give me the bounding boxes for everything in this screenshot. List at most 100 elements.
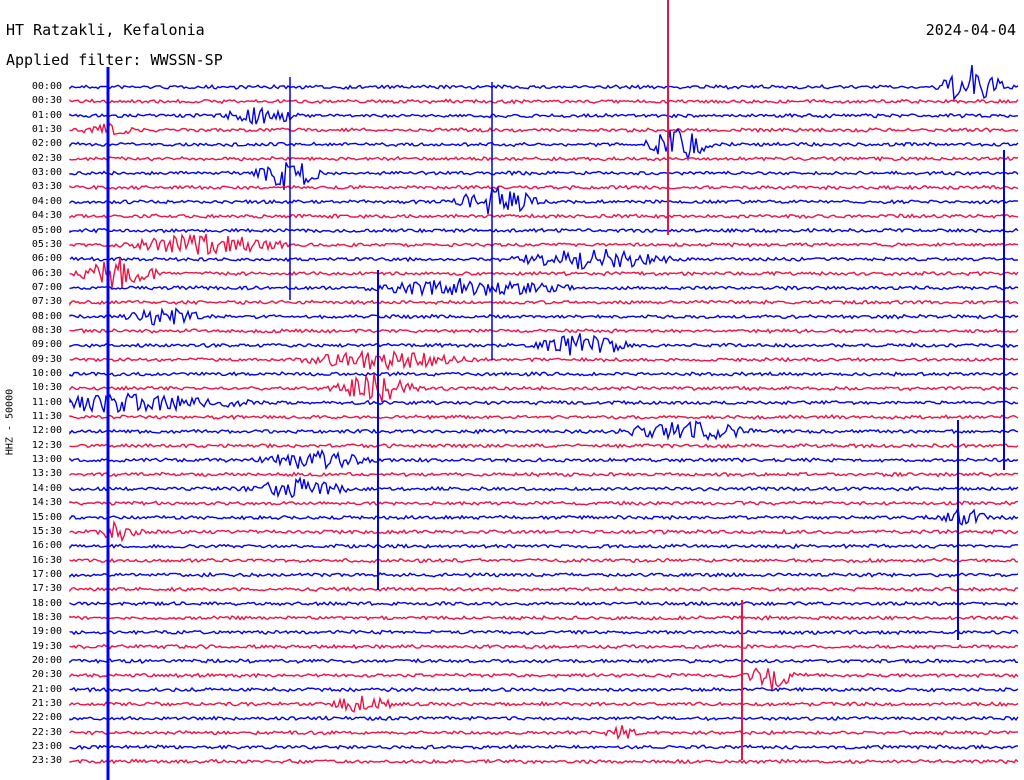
trace-line bbox=[69, 505, 1019, 526]
trace-line bbox=[69, 442, 1019, 449]
date-label: 2024-04-04 bbox=[925, 21, 1016, 39]
trace-line bbox=[69, 64, 1019, 102]
trace-line bbox=[69, 370, 1019, 377]
trace-line bbox=[69, 629, 1019, 636]
time-label: 17:30 bbox=[31, 583, 62, 595]
time-label: 08:00 bbox=[31, 310, 62, 322]
trace-line bbox=[69, 277, 1019, 298]
trace-line bbox=[69, 249, 1019, 270]
trace-line bbox=[69, 307, 1019, 326]
time-label: 14:00 bbox=[31, 482, 62, 494]
time-label: 02:00 bbox=[31, 138, 62, 150]
time-label: 01:00 bbox=[31, 109, 62, 121]
trace-line bbox=[69, 184, 1019, 215]
trace-line bbox=[69, 392, 1019, 414]
trace-line bbox=[69, 744, 1019, 751]
trace-line bbox=[69, 471, 1019, 478]
trace-line bbox=[69, 500, 1019, 507]
trace-line bbox=[69, 519, 1019, 543]
time-label: 15:00 bbox=[31, 511, 62, 523]
time-label: 18:00 bbox=[31, 597, 62, 609]
trace-line bbox=[69, 725, 1019, 741]
time-label: 02:30 bbox=[31, 152, 62, 164]
trace-line bbox=[69, 257, 1019, 289]
time-label: 01:30 bbox=[31, 124, 62, 136]
trace-line bbox=[69, 128, 1019, 162]
time-label: 07:00 bbox=[31, 281, 62, 293]
time-label: 08:30 bbox=[31, 324, 62, 336]
filter-label: Applied filter: WWSSN-SP bbox=[6, 51, 223, 69]
trace-line bbox=[69, 448, 1019, 471]
trace-line bbox=[69, 667, 1019, 691]
trace-line bbox=[69, 571, 1019, 578]
trace-line bbox=[69, 373, 1019, 403]
time-label: 05:00 bbox=[31, 224, 62, 236]
trace-line bbox=[69, 476, 1019, 499]
time-label: 04:30 bbox=[31, 210, 62, 222]
time-label: 19:30 bbox=[31, 640, 62, 652]
time-label: 09:00 bbox=[31, 339, 62, 351]
time-label: 16:30 bbox=[31, 554, 62, 566]
trace-line bbox=[69, 600, 1019, 607]
time-label: 13:00 bbox=[31, 454, 62, 466]
trace-line bbox=[69, 695, 1019, 713]
trace-line bbox=[69, 686, 1019, 693]
time-label: 15:30 bbox=[31, 525, 62, 537]
station-title: HT Ratzakli, Kefalonia bbox=[6, 21, 205, 39]
trace-line bbox=[69, 122, 1019, 136]
time-label: 21:30 bbox=[31, 698, 62, 710]
time-label: 18:30 bbox=[31, 611, 62, 623]
trace-line bbox=[69, 213, 1019, 220]
trace-line bbox=[69, 299, 1019, 307]
time-label: 23:30 bbox=[31, 755, 62, 767]
trace-line bbox=[69, 349, 1019, 372]
time-label: 06:00 bbox=[31, 253, 62, 265]
trace-line bbox=[69, 643, 1019, 650]
time-label: 11:00 bbox=[31, 396, 62, 408]
time-label: 00:00 bbox=[31, 81, 62, 92]
time-label: 16:00 bbox=[31, 540, 62, 552]
time-label: 03:30 bbox=[31, 181, 62, 193]
time-label: 05:30 bbox=[31, 238, 62, 250]
trace-line bbox=[69, 715, 1019, 722]
trace-line bbox=[69, 758, 1019, 765]
time-label: 11:30 bbox=[31, 411, 62, 423]
time-label: 22:30 bbox=[31, 726, 62, 738]
trace-line bbox=[69, 586, 1019, 593]
time-label: 21:00 bbox=[31, 683, 62, 695]
trace-line bbox=[69, 184, 1019, 191]
time-label: 10:30 bbox=[31, 382, 62, 394]
time-label: 20:30 bbox=[31, 669, 62, 681]
time-label: 06:30 bbox=[31, 267, 62, 279]
time-label: 03:00 bbox=[31, 167, 62, 179]
time-label: 10:00 bbox=[31, 368, 62, 379]
time-label: 04:00 bbox=[31, 195, 62, 207]
trace-line bbox=[69, 333, 1019, 356]
trace-line bbox=[69, 155, 1019, 162]
trace-line bbox=[69, 557, 1019, 564]
time-label: 20:00 bbox=[31, 655, 62, 666]
time-label: 14:30 bbox=[31, 497, 62, 509]
time-label: 12:30 bbox=[31, 439, 62, 451]
trace-line bbox=[69, 232, 1019, 256]
trace-line bbox=[69, 420, 1019, 442]
time-label: 12:00 bbox=[31, 425, 62, 437]
trace-line bbox=[69, 543, 1019, 550]
time-label: 13:30 bbox=[31, 468, 62, 480]
time-label: 07:30 bbox=[31, 296, 62, 308]
time-label: 19:00 bbox=[31, 626, 62, 638]
trace-line bbox=[69, 658, 1018, 664]
trace-line bbox=[69, 227, 1019, 234]
trace-line bbox=[69, 328, 1019, 334]
time-label: 23:00 bbox=[31, 741, 62, 753]
trace-line bbox=[69, 413, 1019, 421]
time-label: 09:30 bbox=[31, 353, 62, 365]
time-label: 00:30 bbox=[31, 95, 62, 107]
trace-line bbox=[69, 106, 1019, 126]
trace-line bbox=[69, 614, 1019, 622]
trace-line bbox=[69, 162, 1019, 190]
time-label: 17:00 bbox=[31, 568, 62, 580]
trace-line bbox=[69, 98, 1019, 105]
